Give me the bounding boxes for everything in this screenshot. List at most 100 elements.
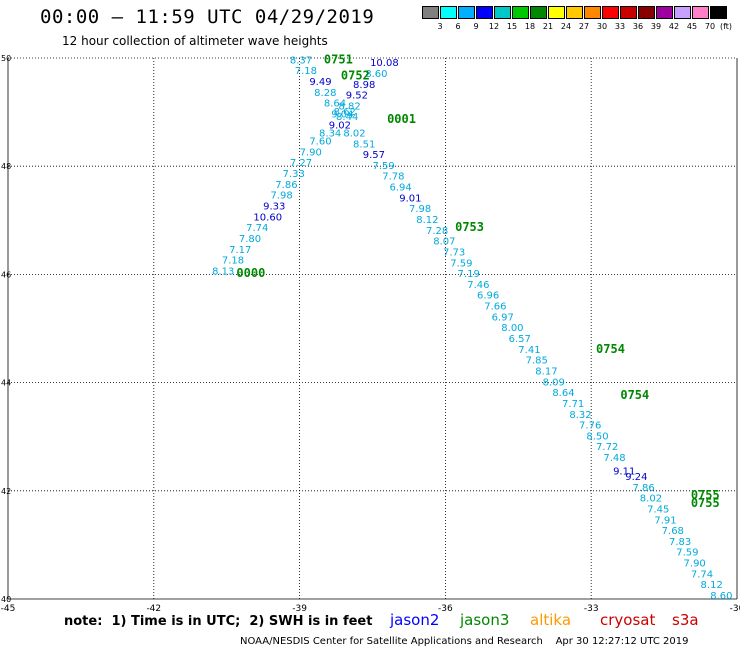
wave-height-label: 7.66 [484,302,506,313]
y-tick-label: 44 [1,379,11,388]
wave-height-label: 7.45 [647,504,669,515]
wave-height-label: 9.11 [613,467,635,478]
wave-height-label: 9.02 [329,120,351,131]
color-scale-label: 12 [488,22,500,31]
x-tick-label: -36 [438,604,453,614]
wave-height-label: 7.59 [450,258,472,269]
color-scale-label: 21 [542,22,554,31]
x-tick-label: -30 [730,604,740,614]
wave-height-label: 8.64 [324,99,346,110]
wave-height-label: 7.90 [684,559,706,570]
color-scale-label: 24 [560,22,572,31]
wave-height-label: 8.82 [338,101,360,112]
wave-height-label: 8.37 [290,55,312,66]
color-swatch [674,6,691,19]
wave-height-label: 8.09 [543,377,565,388]
color-scale-label: 27 [578,22,590,31]
wave-height-label: 7.83 [669,537,691,548]
wave-height-label: 7.90 [300,147,322,158]
color-swatch [548,6,565,19]
wave-height-label: 7.72 [596,442,618,453]
time-label: 0753 [455,220,484,234]
wave-height-label: 7.76 [579,421,601,432]
wave-height-label: 7.28 [426,226,448,237]
wave-height-label: 7.74 [246,223,268,234]
wave-height-label: 8.44 [336,112,358,123]
time-label: 0755 [691,496,720,510]
mission-label-altika: altika [530,611,572,629]
wave-height-label: 7.19 [458,269,480,280]
wave-height-label: 7.71 [562,399,584,410]
y-tick-label: 46 [1,270,11,279]
wave-height-label: 7.48 [603,453,625,464]
wave-height-label: 7.60 [309,137,331,148]
wave-height-label: 7.68 [662,526,684,537]
wave-height-label: 8.17 [535,366,557,377]
time-label: 0001 [387,112,416,126]
x-tick-label: -42 [146,604,161,614]
wave-height-labels: 8.377.189.498.288.648.628.449.028.347.60… [212,55,732,602]
wave-height-label: 7.59 [676,548,698,559]
wave-height-label: 7.86 [633,483,655,494]
time-label: 0751 [324,52,353,66]
x-tick-labels: -45 -42 -39 -36 -33 -30 [1,604,740,614]
wave-height-label: 7.91 [654,515,676,526]
color-swatch [512,6,529,19]
color-swatch [692,6,709,19]
wave-height-label: 7.27 [290,158,312,169]
color-scale-label: 18 [524,22,536,31]
time-label: 0754 [596,342,625,356]
wave-height-label: 7.46 [467,280,489,291]
y-tick-label: 40 [1,595,11,604]
wave-height-label: 6.57 [509,334,531,345]
wave-height-label: 7.80 [239,234,261,245]
time-label: 0752 [341,69,370,83]
color-swatch [476,6,493,19]
x-tick-label: -45 [1,604,16,614]
color-swatch [530,6,547,19]
wave-height-label: 8.64 [552,388,574,399]
wave-height-label: 8.28 [314,88,336,99]
color-scale-label: 3 [437,22,443,31]
wave-height-label: 7.78 [382,172,404,183]
color-scale-label: 15 [506,22,518,31]
wave-height-label: 8.00 [501,323,523,334]
color-swatch [656,6,673,19]
wave-height-label: 7.85 [526,356,548,367]
wave-height-label: 8.32 [569,410,591,421]
time-label: 0754 [620,388,649,402]
color-scale-label: 36 [632,22,644,31]
grid-lines [7,57,738,600]
wave-height-label: 9.01 [399,193,421,204]
mission-label-cryosat: cryosat [600,611,656,629]
wave-height-label: 7.18 [295,66,317,77]
mission-label-s3a: s3a [672,611,699,629]
color-scale-label: 70 [704,22,716,31]
wave-height-label: 9.33 [263,201,285,212]
color-scale-label: 42 [668,22,680,31]
wave-height-label: 8.07 [433,237,455,248]
wave-height-label: 7.33 [283,169,305,180]
mission-label-jason3: jason3 [460,611,510,629]
wave-height-label: 8.34 [319,128,341,139]
wave-height-label: 9.52 [346,91,368,102]
y-tick-labels: 40 42 44 46 48 50 [1,54,11,604]
y-tick-label: 50 [1,54,11,63]
color-swatch [602,6,619,19]
time-label: 0755 [691,488,720,502]
mission-label-jason2: jason2 [390,611,440,629]
wave-height-label: 6.94 [390,183,412,194]
wave-height-label: 7.98 [270,191,292,202]
wave-height-label: 7.86 [275,180,297,191]
color-swatch [422,6,439,19]
color-scale-label: 39 [650,22,662,31]
wave-height-label: 8.02 [640,494,662,505]
wave-height-label: 8.13 [212,266,234,277]
color-swatch [458,6,475,19]
wave-height-label: 8.12 [701,580,723,591]
time-label: 0000 [236,266,265,280]
wave-height-label: 7.41 [518,345,540,356]
wave-height-label: 8.51 [353,139,375,150]
